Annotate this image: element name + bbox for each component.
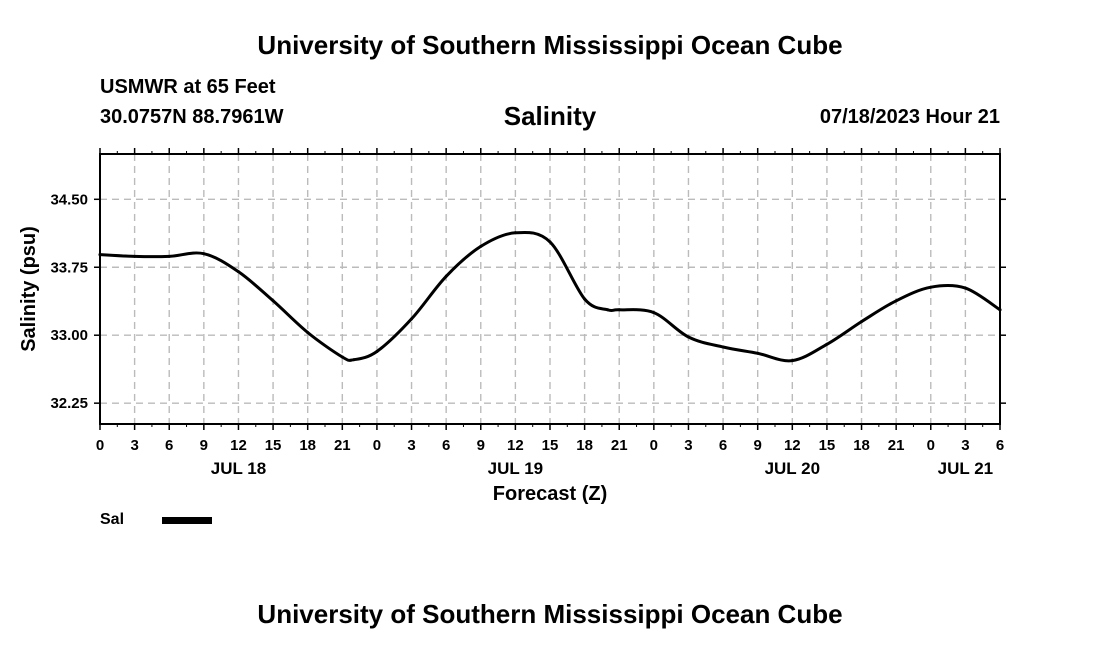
data-point [756, 351, 760, 355]
x-date-label: JUL 20 [765, 459, 820, 478]
x-tick-label: 12 [230, 437, 247, 454]
data-point [202, 252, 206, 256]
x-axis-label: Forecast (Z) [493, 483, 607, 505]
data-point [271, 299, 275, 303]
x-tick-label: 12 [507, 437, 524, 454]
data-point [606, 308, 610, 312]
x-tick-label: 6 [719, 437, 727, 454]
parameter-title: Salinity [503, 101, 597, 131]
x-tick-label: 15 [542, 437, 559, 454]
data-point [583, 297, 587, 301]
x-tick-label: 6 [442, 437, 450, 454]
legend-swatch [162, 517, 212, 524]
data-point [133, 254, 137, 258]
data-point [444, 274, 448, 278]
x-tick-label: 18 [576, 437, 593, 454]
x-tick-label: 0 [96, 437, 104, 454]
y-tick-label: 32.25 [50, 395, 88, 412]
x-tick-label: 3 [130, 437, 138, 454]
data-point [652, 311, 656, 315]
data-point [410, 317, 413, 321]
station-label: USMWR at 65 Feet [100, 76, 276, 98]
x-tick-label: 21 [334, 437, 351, 454]
x-tick-label: 9 [754, 437, 762, 454]
data-point [963, 286, 967, 290]
x-tick-label: 6 [165, 437, 173, 454]
x-tick-label: 15 [265, 437, 282, 454]
x-tick-label: 15 [819, 437, 836, 454]
data-point [929, 285, 933, 289]
x-tick-label: 3 [961, 437, 969, 454]
x-tick-label: 21 [611, 437, 628, 454]
x-tick-label: 12 [784, 437, 801, 454]
y-axis-label: Salinity (psu) [18, 226, 40, 352]
data-point [548, 240, 552, 244]
label-layer: 0 3 6 9 12 15 18 21 0 3 6 9 12 15 18 21 0 3 6 9 12 15 18 21 0 3 6 3… [50, 191, 1004, 478]
data-point [340, 355, 344, 359]
series-layer [98, 230, 1002, 363]
x-tick-label: 9 [200, 437, 208, 454]
data-point [479, 244, 483, 248]
plot-frame [99, 153, 1001, 425]
y-tick-label: 33.00 [50, 327, 88, 344]
x-tick-label: 3 [407, 437, 415, 454]
data-point [687, 335, 690, 339]
x-tick-label: 18 [299, 437, 316, 454]
x-date-label: JUL 18 [211, 459, 266, 478]
data-point [860, 320, 863, 324]
x-tick-label: 0 [373, 437, 381, 454]
data-point [306, 331, 310, 334]
data-point [167, 254, 171, 258]
legend: Sal [100, 511, 212, 528]
x-tick-label: 3 [684, 437, 692, 454]
data-point [825, 342, 829, 346]
footer-title: University of Southern Mississippi Ocean… [257, 599, 843, 629]
data-point [375, 350, 379, 353]
x-tick-label: 0 [927, 437, 935, 454]
x-tick-label: 9 [477, 437, 485, 454]
data-point [617, 308, 621, 312]
x-tick-label: 6 [996, 437, 1004, 454]
data-point [790, 359, 794, 363]
data-point [894, 299, 898, 303]
chart-title: University of Southern Mississippi Ocean… [257, 30, 843, 60]
grid-layer [100, 154, 1000, 424]
x-date-label: JUL 19 [488, 459, 543, 478]
y-tick-label: 34.50 [50, 191, 88, 208]
legend-label: Sal [100, 511, 124, 528]
data-point [513, 231, 517, 235]
coordinates-label: 30.0757N 88.7961W [100, 106, 284, 128]
data-point [352, 358, 356, 362]
data-point [237, 270, 240, 274]
x-tick-label: 21 [888, 437, 905, 454]
y-tick-label: 33.75 [50, 259, 88, 276]
x-tick-label: 18 [853, 437, 870, 454]
x-date-label: JUL 21 [938, 459, 993, 478]
forecast-datetime: 07/18/2023 Hour 21 [819, 106, 1000, 128]
data-point [721, 345, 725, 349]
x-tick-label: 0 [650, 437, 658, 454]
